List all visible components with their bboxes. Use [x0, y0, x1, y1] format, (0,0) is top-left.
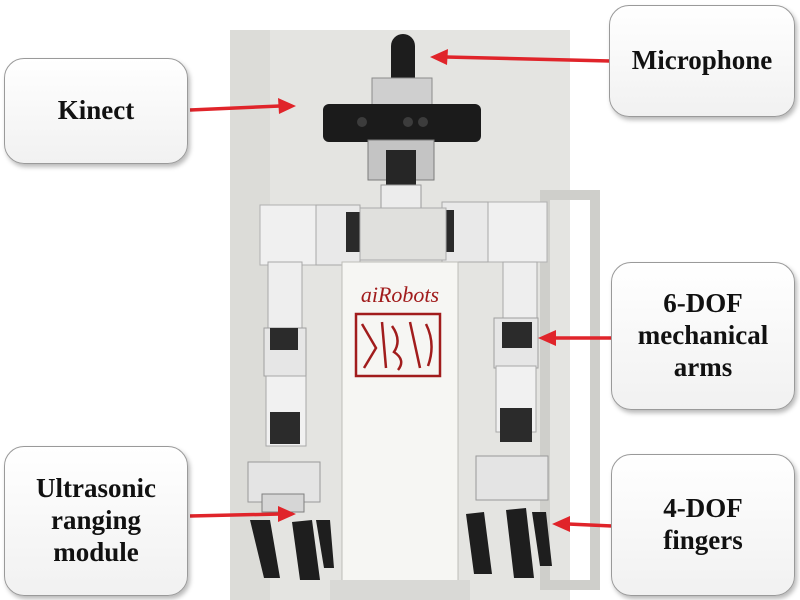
label-ultrasonic-line-1: Ultrasonic — [36, 473, 156, 504]
neck-servo — [386, 150, 416, 185]
label-ultrasonic-line-3: module — [53, 536, 139, 567]
kinect-sensor — [323, 104, 481, 142]
label-fingers-line-2: fingers — [663, 525, 743, 555]
microphone — [391, 34, 415, 90]
label-arms-line-3: arms — [673, 351, 733, 382]
wall-outline-right — [540, 190, 600, 590]
callout-kinect: Kinect — [4, 58, 188, 164]
right-hand-base — [475, 455, 549, 501]
torso-panel — [341, 261, 459, 600]
label-fingers-line-1: 4-DOF — [663, 493, 743, 524]
right-elbow-servo — [502, 322, 532, 348]
left-elbow-servo — [270, 328, 298, 350]
label-ultrasonic-line-2: ranging — [50, 505, 141, 536]
right-shoulder — [484, 201, 548, 263]
label-arms-line-2: mechanical — [637, 320, 769, 351]
callout-fingers: 4-DOF fingers — [611, 454, 795, 596]
left-ultrasonic-module — [261, 493, 305, 513]
kinect-lens-center — [403, 117, 413, 127]
right-wrist-servo — [500, 408, 532, 442]
stand-base — [330, 580, 470, 600]
right-fingers — [466, 508, 552, 578]
left-upper-arm — [267, 261, 303, 333]
wall-left-shade — [230, 30, 270, 600]
left-fingers — [250, 520, 334, 580]
svg-text:aiRobots: aiRobots — [361, 282, 439, 307]
chest-logo: aiRobots — [354, 282, 442, 378]
kinect-lens-left — [357, 117, 367, 127]
kinect-lens-right — [418, 117, 428, 127]
torso-frame — [359, 207, 447, 261]
label-kinect: Kinect — [57, 95, 135, 126]
microphone-mount — [371, 77, 433, 109]
callout-ultrasonic: Ultrasonic ranging module — [4, 446, 188, 596]
callout-microphone: Microphone — [609, 5, 795, 117]
callout-mechanical-arms: 6-DOF mechanical arms — [611, 262, 795, 410]
label-microphone: Microphone — [631, 45, 773, 76]
label-arms-line-1: 6-DOF — [663, 288, 743, 319]
left-wrist-servo — [270, 412, 300, 444]
neck-block — [380, 184, 422, 210]
left-shoulder — [259, 204, 321, 266]
